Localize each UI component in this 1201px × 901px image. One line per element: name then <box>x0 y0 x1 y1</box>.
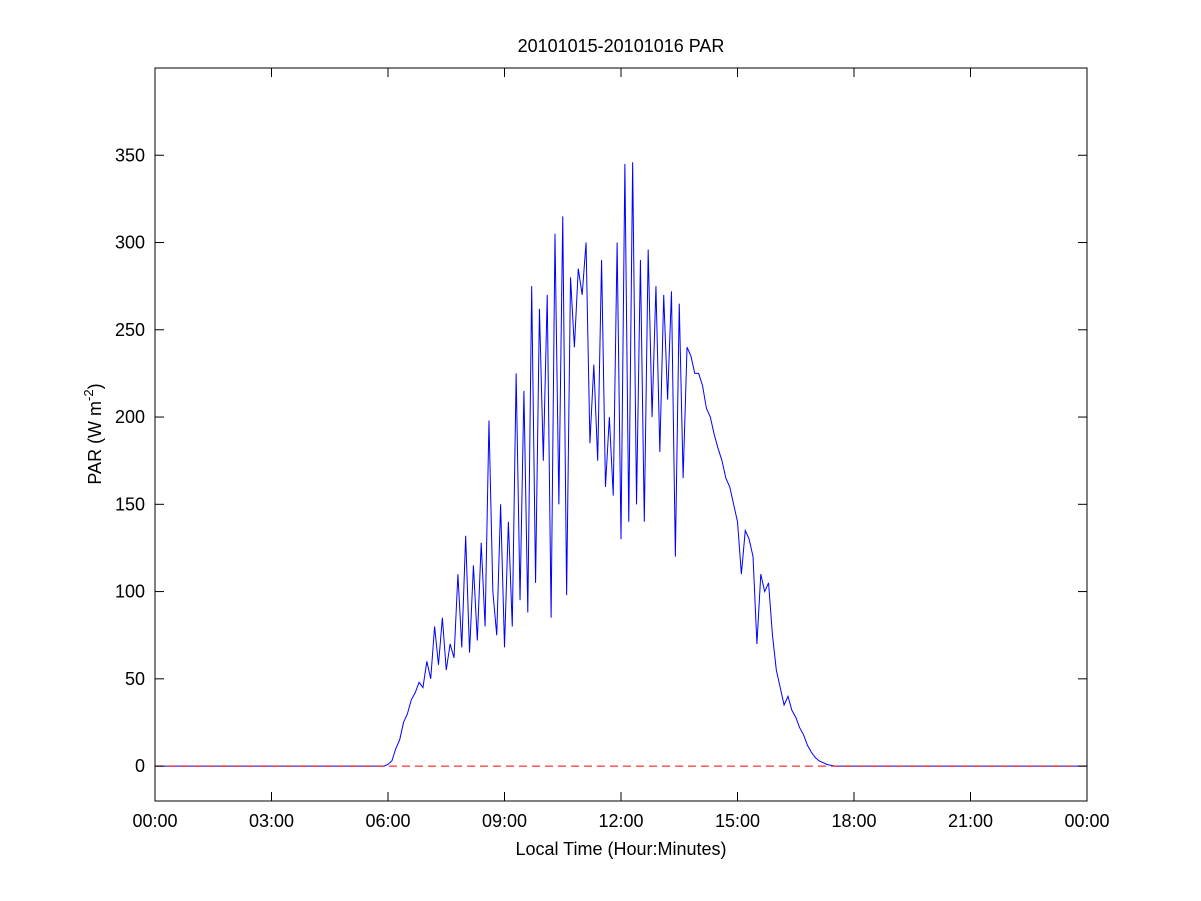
y-tick-label: 0 <box>135 756 145 776</box>
chart-title: 20101015-20101016 PAR <box>518 36 725 56</box>
x-tick-label: 21:00 <box>948 811 993 831</box>
x-tick-label: 09:00 <box>482 811 527 831</box>
x-tick-label: 03:00 <box>249 811 294 831</box>
y-tick-label: 200 <box>115 407 145 427</box>
y-tick-label: 100 <box>115 582 145 602</box>
x-tick-label: 18:00 <box>831 811 876 831</box>
x-axis-label: Local Time (Hour:Minutes) <box>515 839 726 859</box>
x-tick-label: 15:00 <box>715 811 760 831</box>
y-axis-label: PAR (W m-2) <box>81 383 105 484</box>
y-tick-label: 250 <box>115 320 145 340</box>
y-tick-label: 150 <box>115 494 145 514</box>
y-label-tail: ) <box>85 383 105 389</box>
x-tick-label: 00:00 <box>132 811 177 831</box>
y-label-text: PAR (W m <box>85 401 105 485</box>
y-tick-label: 50 <box>125 669 145 689</box>
x-tick-label: 12:00 <box>598 811 643 831</box>
x-tick-label: 06:00 <box>365 811 410 831</box>
y-tick-label: 350 <box>115 145 145 165</box>
y-tick-label: 300 <box>115 233 145 253</box>
y-label-superscript: -2 <box>81 389 96 401</box>
x-tick-label: 00:00 <box>1064 811 1109 831</box>
data-line <box>155 162 1087 767</box>
